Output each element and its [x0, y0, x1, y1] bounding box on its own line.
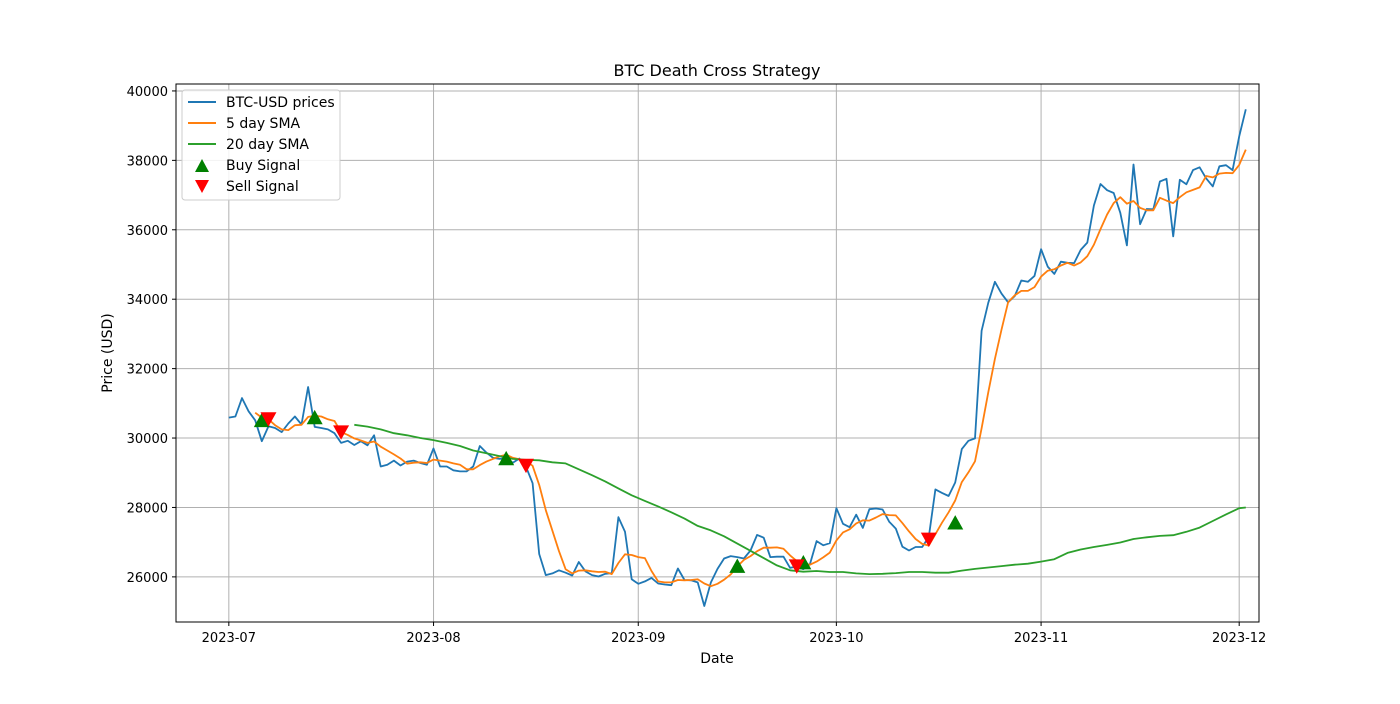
x-axis-label: Date	[700, 651, 733, 667]
y-tick-label: 26000	[127, 571, 168, 586]
sell-signal-marker	[260, 412, 277, 427]
legend-label-prices: BTC-USD prices	[226, 95, 335, 111]
chart-title: BTC Death Cross Strategy	[613, 61, 820, 80]
legend-label-sma5: 5 day SMA	[226, 116, 301, 132]
signal-markers	[253, 409, 964, 574]
plot-area-frame	[175, 83, 1260, 623]
x-tick-label: 2023-10	[809, 631, 863, 646]
buy-signal-marker	[253, 412, 270, 428]
y-tick-label: 36000	[127, 224, 168, 239]
x-tick-label: 2023-08	[406, 631, 460, 646]
buy-signal-marker	[729, 558, 746, 573]
y-tick-label: 28000	[127, 501, 168, 516]
y-axis-label: Price (USD)	[100, 313, 116, 392]
sell-signal-marker	[920, 532, 937, 548]
legend-label-sma20: 20 day SMA	[226, 137, 309, 153]
y-tick-label: 30000	[127, 432, 168, 447]
legend-sell-marker	[195, 180, 209, 193]
sell-signal-marker	[517, 458, 534, 474]
series-lines	[228, 109, 1247, 607]
y-tick-label: 32000	[127, 363, 168, 378]
x-tick-label: 2023-12	[1212, 631, 1266, 646]
y-tick-label: 40000	[127, 85, 168, 100]
legend: BTC-USD prices 5 day SMA 20 day SMA Buy …	[181, 89, 341, 201]
sell-signal-marker	[788, 559, 805, 574]
sma5-series-line	[254, 149, 1247, 588]
price-series-line	[228, 109, 1247, 607]
x-tick-label: 2023-07	[202, 631, 256, 646]
y-tick-label: 38000	[127, 154, 168, 169]
legend-buy-marker	[195, 159, 209, 172]
legend-label-buy: Buy Signal	[226, 158, 300, 174]
buy-signal-marker	[498, 450, 515, 466]
grid-lines	[176, 84, 1259, 622]
sell-signal-marker	[333, 425, 350, 440]
axis-ticks: 2023-07 2023-08 2023-09 2023-10 2023-11 2023-…	[127, 85, 1267, 646]
legend-box	[181, 89, 341, 201]
legend-label-sell: Sell Signal	[226, 179, 299, 195]
sma20-series-line	[354, 423, 1246, 575]
x-tick-label: 2023-09	[611, 631, 665, 646]
buy-signal-marker	[947, 515, 964, 530]
x-tick-label: 2023-11	[1014, 631, 1068, 646]
buy-signal-marker	[306, 409, 323, 425]
y-tick-label: 34000	[127, 293, 168, 308]
